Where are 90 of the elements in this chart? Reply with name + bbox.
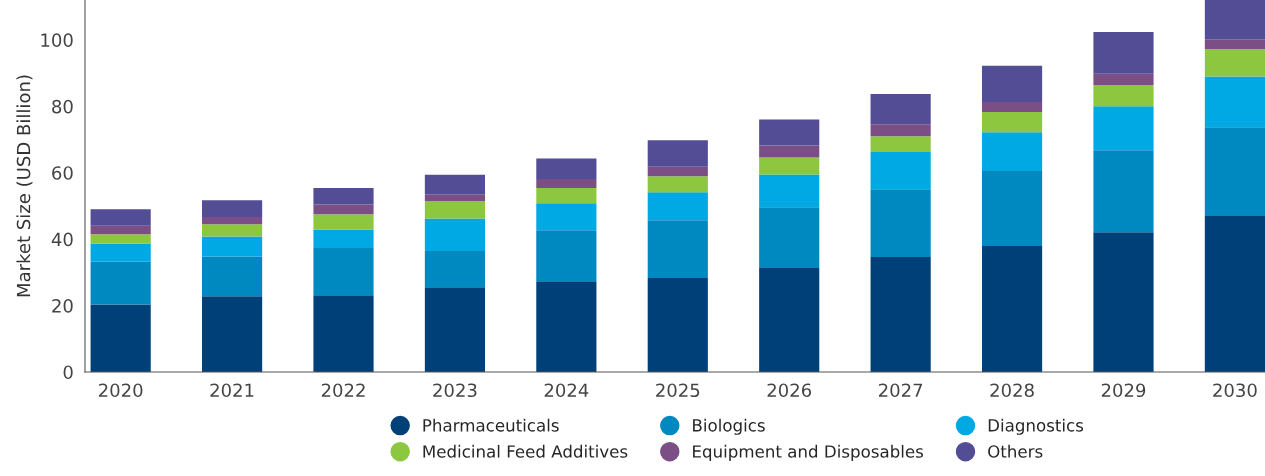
- legend-label: Diagnostics: [988, 418, 1084, 435]
- bar: [90, 234, 151, 244]
- bar: [1204, 127, 1265, 216]
- bar: [981, 246, 1043, 372]
- bar: [1204, 76, 1265, 128]
- x-tick-label: 2027: [878, 383, 923, 398]
- legend-label: Pharmaceuticals: [423, 418, 559, 432]
- y-tick-label: 40: [51, 232, 73, 247]
- bar: [313, 229, 374, 249]
- bar: [202, 256, 263, 297]
- legend-label: Biologics: [693, 418, 765, 435]
- bar: [90, 243, 151, 262]
- bar: [202, 224, 263, 237]
- bar: [759, 268, 820, 372]
- bar: [1204, 215, 1265, 372]
- x-tick-label: 2023: [433, 383, 477, 398]
- legend-label: Equipment and Disposables: [693, 444, 924, 461]
- x-tick-label: 2021: [210, 383, 254, 398]
- x-tick-label: 2029: [1101, 383, 1146, 398]
- bar: [536, 179, 597, 188]
- bar: [870, 152, 931, 190]
- bar: [981, 132, 1043, 172]
- bar: [313, 214, 374, 230]
- bar: [536, 158, 597, 180]
- x-tick-label: 2030: [1213, 383, 1257, 398]
- bar: [647, 176, 708, 193]
- x-tick-label: 2028: [990, 383, 1034, 398]
- bar: [90, 304, 151, 372]
- bar: [1093, 150, 1154, 233]
- bar: [313, 204, 374, 215]
- bar: [870, 94, 931, 125]
- bar: [981, 101, 1043, 112]
- y-tick-label: 100: [41, 33, 73, 47]
- bar: [1204, 49, 1265, 77]
- bar: [1093, 73, 1154, 86]
- bar: [759, 174, 820, 208]
- bar: [759, 157, 820, 175]
- bar: [424, 218, 486, 252]
- bar: [870, 136, 931, 153]
- x-tick-label: 2020: [99, 383, 143, 398]
- bar: [1093, 106, 1154, 151]
- y-tick-label: 0: [63, 365, 73, 380]
- bar: [313, 187, 374, 205]
- bar: [1204, 39, 1265, 50]
- bar: [647, 220, 708, 278]
- bar: [536, 203, 597, 231]
- bar: [981, 171, 1043, 247]
- bar: [981, 65, 1043, 102]
- bar: [536, 281, 597, 372]
- bar: [202, 216, 263, 225]
- bar: [202, 200, 263, 217]
- bar: [424, 251, 486, 288]
- bar: [647, 192, 708, 221]
- bar: [424, 201, 486, 219]
- bar: [870, 124, 931, 137]
- bar: [759, 145, 820, 158]
- y-axis-title: Market Size (USD Billion): [16, 75, 33, 297]
- bar: [1093, 85, 1154, 107]
- bar: [647, 166, 708, 177]
- bar: [536, 187, 597, 204]
- bar: [90, 261, 151, 305]
- bar: [90, 209, 151, 226]
- x-tick-label: 2024: [544, 383, 589, 398]
- x-tick-label: 2022: [321, 383, 365, 398]
- bar: [536, 230, 597, 282]
- bar: [424, 194, 486, 202]
- bar: [90, 225, 151, 235]
- legend-label: Others: [988, 444, 1043, 458]
- legend-label: Medicinal Feed Additives: [423, 444, 628, 458]
- bar: [759, 119, 820, 146]
- bar: [1204, 0, 1265, 40]
- bar: [1093, 232, 1154, 372]
- x-tick-label: 2026: [767, 383, 812, 398]
- bar: [313, 248, 374, 296]
- y-tick-label: 20: [52, 299, 73, 313]
- bar: [1093, 31, 1154, 74]
- x-tick-label: 2025: [656, 383, 700, 398]
- bar: [202, 296, 263, 372]
- bar: [759, 207, 820, 269]
- bar: [870, 257, 931, 372]
- bar: [647, 140, 708, 167]
- bar: [870, 189, 931, 258]
- bar: [424, 174, 486, 195]
- y-tick-label: 60: [52, 166, 73, 180]
- y-tick-label: 80: [52, 99, 73, 114]
- bar: [647, 278, 708, 372]
- bar: [202, 236, 263, 257]
- bar: [981, 111, 1043, 133]
- bar: [313, 295, 374, 372]
- bar: [424, 287, 486, 372]
